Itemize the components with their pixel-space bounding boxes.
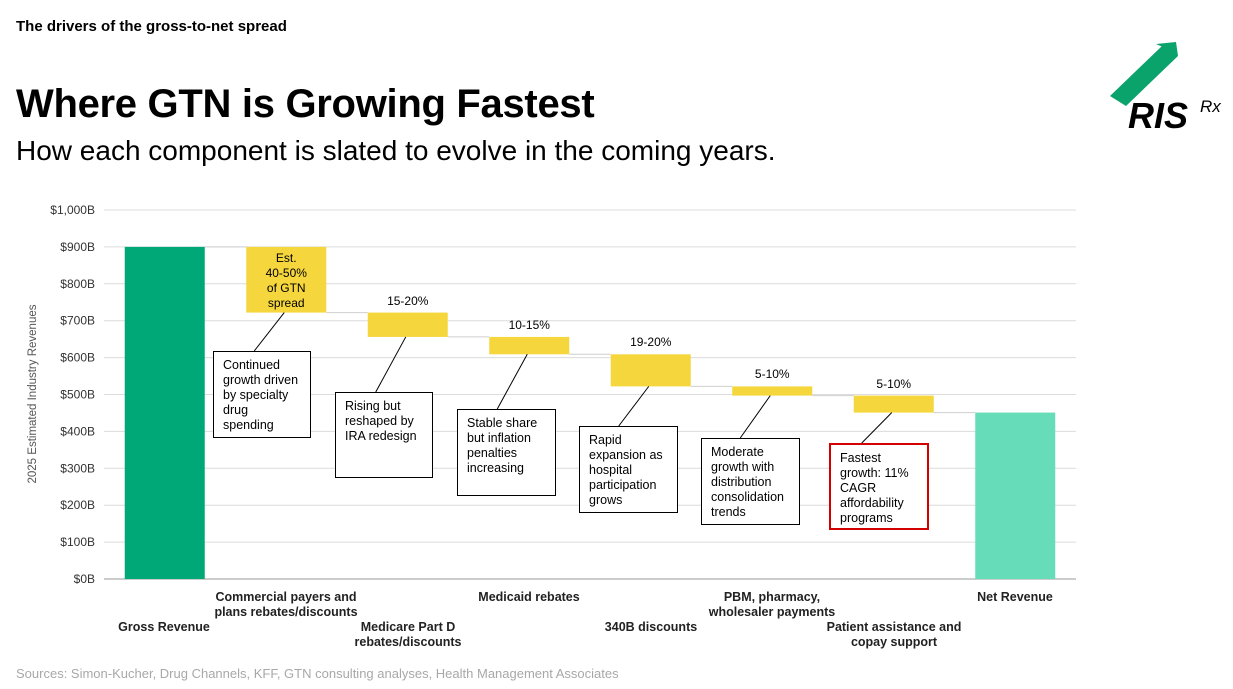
annotation-box: Fastest growth: 11% CAGR affordability p… xyxy=(829,443,929,530)
waterfall-bar xyxy=(975,412,1056,579)
x-category-label: 340B discounts xyxy=(604,620,698,634)
logo-wordmark: RIS xyxy=(1128,95,1188,132)
bar-value-label: 10-15% xyxy=(508,317,550,332)
x-category-label: Patient assistance and copay support xyxy=(826,620,962,649)
y-tick-label: $600B xyxy=(60,351,95,365)
annotation-box: Continued growth driven by specialty dru… xyxy=(213,351,311,438)
y-tick-label: $100B xyxy=(60,535,95,549)
waterfall-bar xyxy=(124,246,205,579)
leader-line xyxy=(739,395,771,439)
page-title: Where GTN is Growing Fastest xyxy=(16,82,595,126)
y-tick-label: $800B xyxy=(60,277,95,291)
annotation-box: Rapid expansion as hospital participatio… xyxy=(579,426,678,513)
waterfall-bar xyxy=(853,395,934,413)
logo-suffix: Rx xyxy=(1200,97,1221,116)
bar-value-label: Est. 40-50% of GTN spread xyxy=(265,250,307,310)
y-tick-label: $900B xyxy=(60,240,95,254)
leader-line xyxy=(375,336,407,393)
x-category-label: Gross Revenue xyxy=(118,620,210,634)
waterfall-bar xyxy=(246,246,327,313)
y-tick-label: $500B xyxy=(60,388,95,402)
waterfall-bar xyxy=(367,312,448,337)
kicker: The drivers of the gross-to-net spread xyxy=(16,18,287,35)
leader-line xyxy=(253,312,285,352)
annotation-box: Stable share but inflation penalties inc… xyxy=(457,409,556,496)
leader-line xyxy=(861,412,893,444)
ris-rx-logo: RIS Rx xyxy=(1110,42,1221,132)
bar-value-label: 19-20% xyxy=(630,335,672,350)
y-tick-label: $300B xyxy=(60,461,95,475)
y-tick-label: $0B xyxy=(74,572,95,586)
x-category-label: PBM, pharmacy, wholesaler payments xyxy=(708,590,836,619)
leader-line xyxy=(496,354,528,410)
x-category-label: Medicaid rebates xyxy=(478,590,580,604)
y-axis-label: 2025 Estimated Industry Revenues xyxy=(27,304,39,483)
logo-arrow-icon xyxy=(1110,42,1178,106)
page-subtitle: How each component is slated to evolve i… xyxy=(16,135,776,166)
bar-value-label: 5-10% xyxy=(754,367,790,382)
waterfall-bar xyxy=(732,386,813,396)
y-tick-label: $200B xyxy=(60,498,95,512)
annotation-box: Moderate growth with distribution consol… xyxy=(701,438,800,525)
source-note: Sources: Simon-Kucher, Drug Channels, KF… xyxy=(16,666,619,681)
y-tick-label: $700B xyxy=(60,314,95,328)
annotation-box: Rising but reshaped by IRA redesign xyxy=(335,392,433,478)
bar-value-label: 5-10% xyxy=(876,376,912,391)
bar-value-label: 15-20% xyxy=(387,293,429,308)
waterfall-bar xyxy=(489,336,570,355)
leader-line xyxy=(618,386,650,427)
x-category-label: Net Revenue xyxy=(977,590,1053,604)
waterfall-bar xyxy=(610,354,691,387)
y-tick-label: $1,000B xyxy=(50,203,95,217)
x-category-label: Commercial payers and plans rebates/disco… xyxy=(214,590,358,619)
y-tick-label: $400B xyxy=(60,424,95,438)
